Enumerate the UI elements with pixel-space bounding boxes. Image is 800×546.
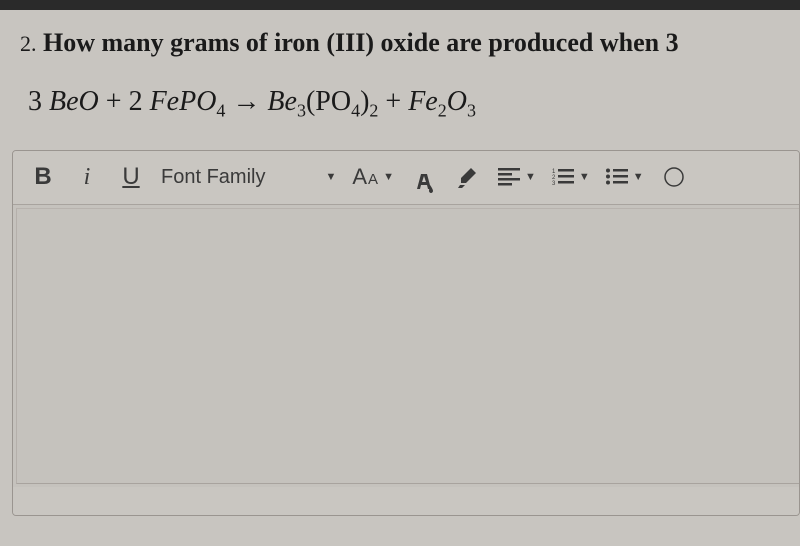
question-text: 2. How many grams of iron (III) oxide ar… [20,28,800,58]
chevron-down-icon: ▼ [579,171,590,183]
underline-button[interactable]: U [117,159,145,195]
rich-text-editor: B i U Font Family ▼ A A ▼ [12,150,800,516]
chemical-equation: 3 BeO + 2 FePO4 → Be3(PO4)2 + Fe2O3 [28,86,800,122]
font-color-button[interactable] [410,159,438,195]
align-button[interactable]: ▼ [498,159,536,195]
question-number: 2. [20,31,37,56]
chevron-down-icon: ▼ [325,171,336,183]
font-size-small-icon: A [368,171,378,188]
chevron-down-icon: ▼ [383,171,394,183]
editor-toolbar: B i U Font Family ▼ A A ▼ [13,151,799,205]
font-size-button[interactable]: A A ▼ [352,159,394,195]
more-button[interactable] [660,159,688,195]
ordered-list-button[interactable]: 1 2 3 ▼ [552,159,590,195]
italic-button[interactable]: i [73,159,101,195]
editor-textarea[interactable] [16,208,799,484]
highlight-button[interactable] [454,159,482,195]
unordered-list-button[interactable]: ▼ [606,159,644,195]
editor-footer [13,487,799,515]
question-body: How many grams of iron (III) oxide are p… [43,28,679,57]
font-size-large-icon: A [352,164,367,190]
svg-text:3: 3 [552,181,556,186]
font-family-select[interactable]: Font Family ▼ [161,159,336,195]
bold-button[interactable]: B [29,159,57,195]
chevron-down-icon: ▼ [633,171,644,183]
chevron-down-icon: ▼ [525,171,536,183]
font-family-label: Font Family [161,166,265,189]
